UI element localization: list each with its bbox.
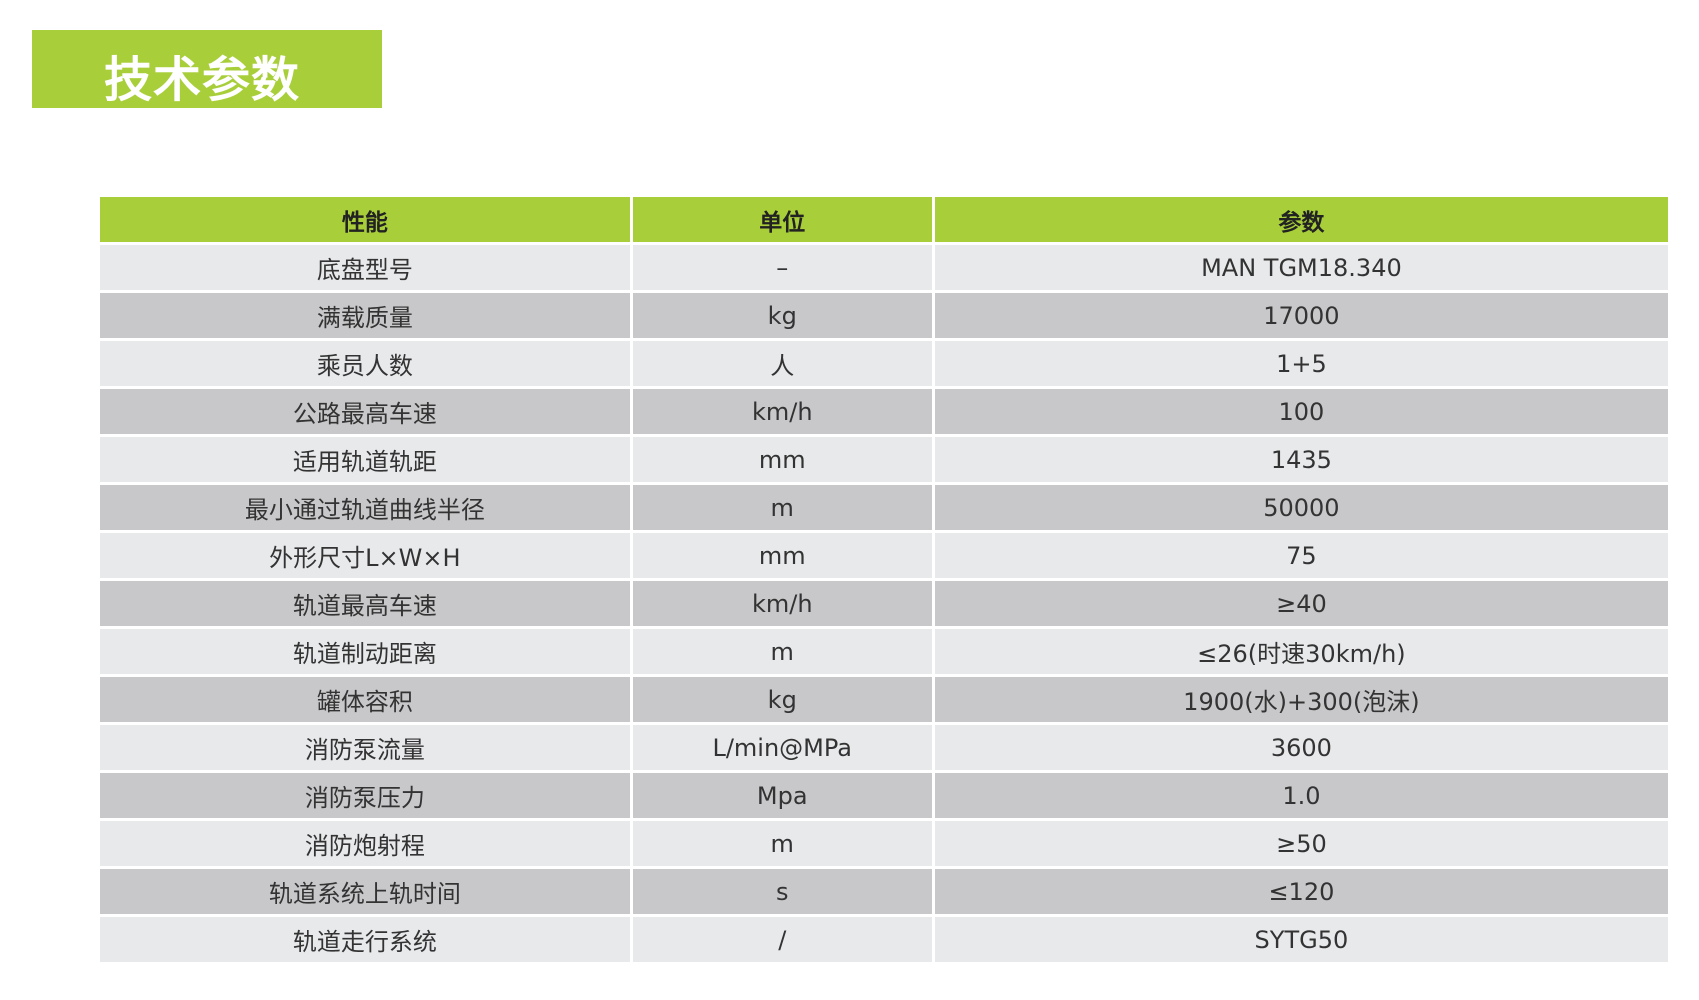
table-row: 外形尺寸L×W×H mm 75 (100, 533, 1668, 578)
table-row: 消防炮射程 m ≥50 (100, 821, 1668, 866)
unit-cell: Mpa (632, 773, 932, 818)
unit-cell: km/h (632, 581, 932, 626)
parameter-cell: ≥50 (934, 821, 1668, 866)
section-title: 技术参数 (104, 52, 301, 108)
header-unit: 单位 (632, 197, 932, 242)
performance-cell: 罐体容积 (100, 677, 630, 722)
table-row: 底盘型号 – MAN TGM18.340 (100, 245, 1668, 290)
table-row: 轨道最高车速 km/h ≥40 (100, 581, 1668, 626)
performance-cell: 适用轨道轨距 (100, 437, 630, 482)
table-row: 乘员人数人 1+5 (100, 341, 1668, 386)
performance-cell: 轨道最高车速 (100, 581, 630, 626)
parameter-cell: ≥40 (934, 581, 1668, 626)
parameter-cell: 1900(水)+300(泡沫) (934, 677, 1668, 722)
unit-cell: kg (632, 293, 932, 338)
parameter-cell: ≤120 (934, 869, 1668, 914)
parameter-cell: 3600 (934, 725, 1668, 770)
unit-cell: – (632, 245, 932, 290)
section-title-banner: 技术参数 (32, 30, 382, 108)
performance-cell: 底盘型号 (100, 245, 630, 290)
table-row: 适用轨道轨距 mm 1435 (100, 437, 1668, 482)
table-header-row: 性能 单位 参数 (100, 197, 1668, 242)
parameter-cell: MAN TGM18.340 (934, 245, 1668, 290)
table-row: 罐体容积 kg 1900(水)+300(泡沫) (100, 677, 1668, 722)
table-row: 消防泵流量 L/min@MPa 3600 (100, 725, 1668, 770)
table-row: 消防泵压力 Mpa 1.0 (100, 773, 1668, 818)
performance-cell: 外形尺寸L×W×H (100, 533, 630, 578)
spec-table: 性能 单位 参数 底盘型号 – MAN TGM18.340 满载质量 kg 17000 乘员… (97, 194, 1671, 965)
table-row: 轨道制动距离 m ≤26(时速30km/h) (100, 629, 1668, 674)
performance-cell: 公路最高车速 (100, 389, 630, 434)
unit-cell: m (632, 821, 932, 866)
performance-cell: 消防泵流量 (100, 725, 630, 770)
unit-cell: kg (632, 677, 932, 722)
unit-cell: m (632, 485, 932, 530)
performance-cell: 轨道系统上轨时间 (100, 869, 630, 914)
table-row: 轨道系统上轨时间 s ≤120 (100, 869, 1668, 914)
parameter-cell: 100 (934, 389, 1668, 434)
unit-cell: km/h (632, 389, 932, 434)
unit-cell: 人 (632, 341, 932, 386)
parameter-cell: 1.0 (934, 773, 1668, 818)
table-row: 满载质量 kg 17000 (100, 293, 1668, 338)
header-parameter: 参数 (934, 197, 1668, 242)
unit-cell: mm (632, 437, 932, 482)
performance-cell: 乘员人数 (100, 341, 630, 386)
performance-cell: 消防炮射程 (100, 821, 630, 866)
performance-cell: 轨道制动距离 (100, 629, 630, 674)
table-row: 公路最高车速 km/h 100 (100, 389, 1668, 434)
parameter-cell: 1+5 (934, 341, 1668, 386)
unit-cell: L/min@MPa (632, 725, 932, 770)
unit-cell: s (632, 869, 932, 914)
unit-cell: m (632, 629, 932, 674)
parameter-cell: SYTG50 (934, 917, 1668, 962)
performance-cell: 轨道走行系统 (100, 917, 630, 962)
table-row: 最小通过轨道曲线半径 m 50000 (100, 485, 1668, 530)
performance-cell: 满载质量 (100, 293, 630, 338)
unit-cell: mm (632, 533, 932, 578)
parameter-cell: 75 (934, 533, 1668, 578)
parameter-cell: 1435 (934, 437, 1668, 482)
header-performance: 性能 (100, 197, 630, 242)
performance-cell: 消防泵压力 (100, 773, 630, 818)
parameter-cell: 50000 (934, 485, 1668, 530)
unit-cell: / (632, 917, 932, 962)
performance-cell: 最小通过轨道曲线半径 (100, 485, 630, 530)
table-row: 轨道走行系统 / SYTG50 (100, 917, 1668, 962)
parameter-cell: 17000 (934, 293, 1668, 338)
parameter-cell: ≤26(时速30km/h) (934, 629, 1668, 674)
